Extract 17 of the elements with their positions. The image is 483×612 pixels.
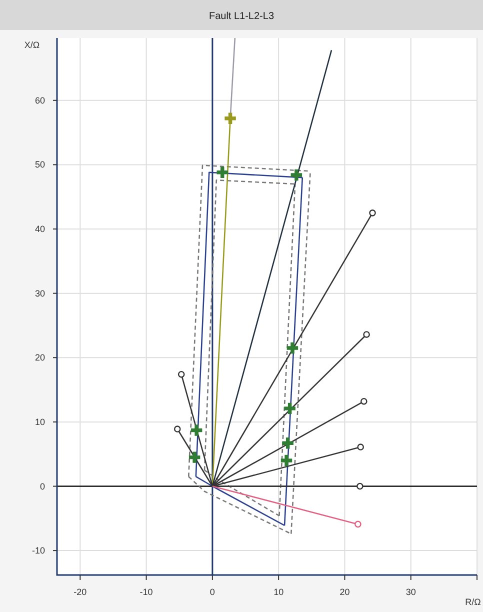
y-tick-label: 50 [34,160,45,170]
x-tick-label: 30 [406,587,416,597]
y-tick-label: 10 [34,416,45,427]
y-tick-label: 60 [34,95,45,106]
y-axis-title: X/Ω [24,40,40,50]
y-tick-label: 0 [40,481,45,492]
chart-title: Fault L1-L2-L3 [208,11,274,22]
y-tick-label: 40 [34,224,45,234]
x-tick-label: 20 [340,587,350,597]
y-tick-label: 20 [34,352,45,363]
x-axis-title: R/Ω [465,597,482,607]
x-tick-label: -10 [140,587,153,597]
y-tick-label: 30 [34,288,45,298]
x-tick-label: 10 [274,587,284,597]
x-tick-label: 0 [210,587,215,597]
y-tick-label: -10 [32,546,45,556]
x-tick-label: -20 [74,587,87,597]
